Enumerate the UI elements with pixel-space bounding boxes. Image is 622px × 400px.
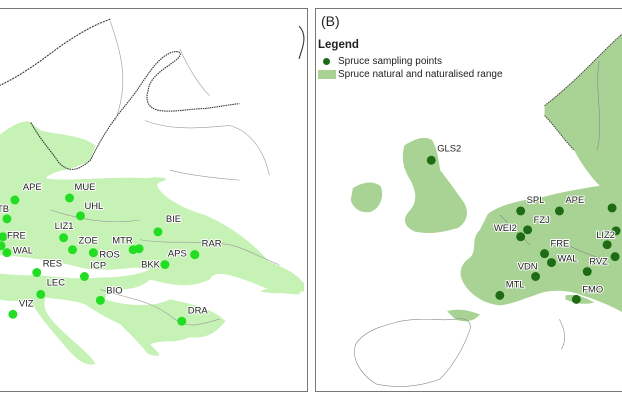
sampling-point-icon [2,248,12,258]
site-label: FRE [550,238,569,249]
sampling-point-icon [177,316,187,326]
legend-item-points: Spruce sampling points [318,55,503,68]
sampling-point-icon [495,290,505,300]
legend-item-points-label: Spruce sampling points [338,56,442,67]
sampling-point-icon [571,294,581,304]
sampling-point-icon [554,206,564,216]
sampling-point-icon [8,309,18,319]
legend-item-range-label: Spruce natural and naturalised range [338,69,503,80]
sampling-point-icon [95,295,105,305]
sampling-point-icon [610,252,620,262]
sampling-point-icon [190,250,200,260]
sampling-point-icon [323,58,330,65]
sampling-point-icon [2,214,12,224]
sampling-point-icon [582,267,592,277]
site-label: LEC [47,276,66,287]
site-labels-b: GLS2 SPL APE FZJ WEI2 LIZ2 FRE WAL RVZ VDN MTL FMO [436,141,616,295]
coastline-a [0,18,305,170]
site-label: MUE [75,181,96,192]
site-label: FRE [7,230,26,241]
site-label: WAL [557,253,577,264]
site-label: APS [168,248,187,259]
site-label: GLS2 [437,142,461,153]
site-label: RVZ [589,256,608,267]
panel-b-title: (B) [321,13,340,29]
sampling-point-icon [59,233,69,243]
sampling-point-icon [531,272,541,281]
panel-b-map-canvas: GLS2 SPL APE FZJ WEI2 LIZ2 FRE WAL RVZ VDN MTL FMO [350,33,622,387]
sampling-point-icon [134,244,144,254]
site-label: ZOE [78,235,97,246]
country-borders-a [50,21,280,326]
legend-item-range: Spruce natural and naturalised range [318,68,503,81]
spruce-range-area-a [0,121,305,365]
sampling-point-icon [0,232,8,242]
site-label: VIZ [19,297,34,308]
panel-b-map: GLS2 SPL APE FZJ WEI2 LIZ2 FRE WAL RVZ VDN MTL FMO … [315,8,622,392]
sampling-point-icon [540,249,549,259]
site-label: FMO [582,283,603,294]
sampling-point-icon [523,225,533,235]
spruce-range-area-b [350,34,622,322]
site-label: WAL [13,245,33,256]
sampling-point-icon [36,289,46,299]
sampling-point-icon [516,206,526,216]
site-label: WEI2 [494,222,517,233]
site-label: LIZ1 [55,220,74,231]
sampling-points-a [0,193,200,326]
range-swatch-icon [318,70,336,79]
legend: Legend Spruce sampling points Spruce nat… [318,39,503,81]
site-label: BIO [106,284,122,295]
legend-title: Legend [318,39,359,51]
site-label: MTR [112,235,133,246]
sampling-point-icon [426,155,436,165]
sampling-point-icon [76,211,85,221]
site-label: RAR [202,238,222,249]
site-label: LIZ2 [596,229,615,240]
site-label: APE [565,194,584,205]
site-label: APE [23,181,42,192]
site-label: MTL [506,278,525,289]
sampling-point-icon [516,232,526,242]
sampling-point-icon [88,248,98,258]
sampling-point-icon [65,193,75,203]
sampling-point-icon [68,245,77,255]
site-label: SPL [527,194,545,205]
sampling-point-icon [10,195,20,205]
site-label: ROS [99,249,119,260]
sampling-point-icon [79,272,89,281]
coastline-b [544,33,622,151]
site-label: FZJ [534,214,551,225]
site-label: UHL [84,200,103,211]
sampling-point-icon [607,203,617,213]
site-label: VDN [518,261,538,272]
site-label: TB [0,203,9,214]
sampling-point-icon [611,226,621,236]
sampling-point-icon [160,260,170,270]
sampling-points-b [426,155,621,304]
site-label: BIE [166,213,181,224]
site-label: ICP [90,260,106,271]
site-label: RES [43,258,62,269]
country-borders-b [354,60,605,387]
sampling-point-icon [547,258,556,268]
site-label: DRA [188,304,209,315]
sampling-point-icon [32,268,42,277]
site-label: BKK [141,259,161,270]
sampling-point-icon [153,227,163,237]
sampling-point-icon [0,241,6,251]
sampling-point-icon [602,240,612,250]
